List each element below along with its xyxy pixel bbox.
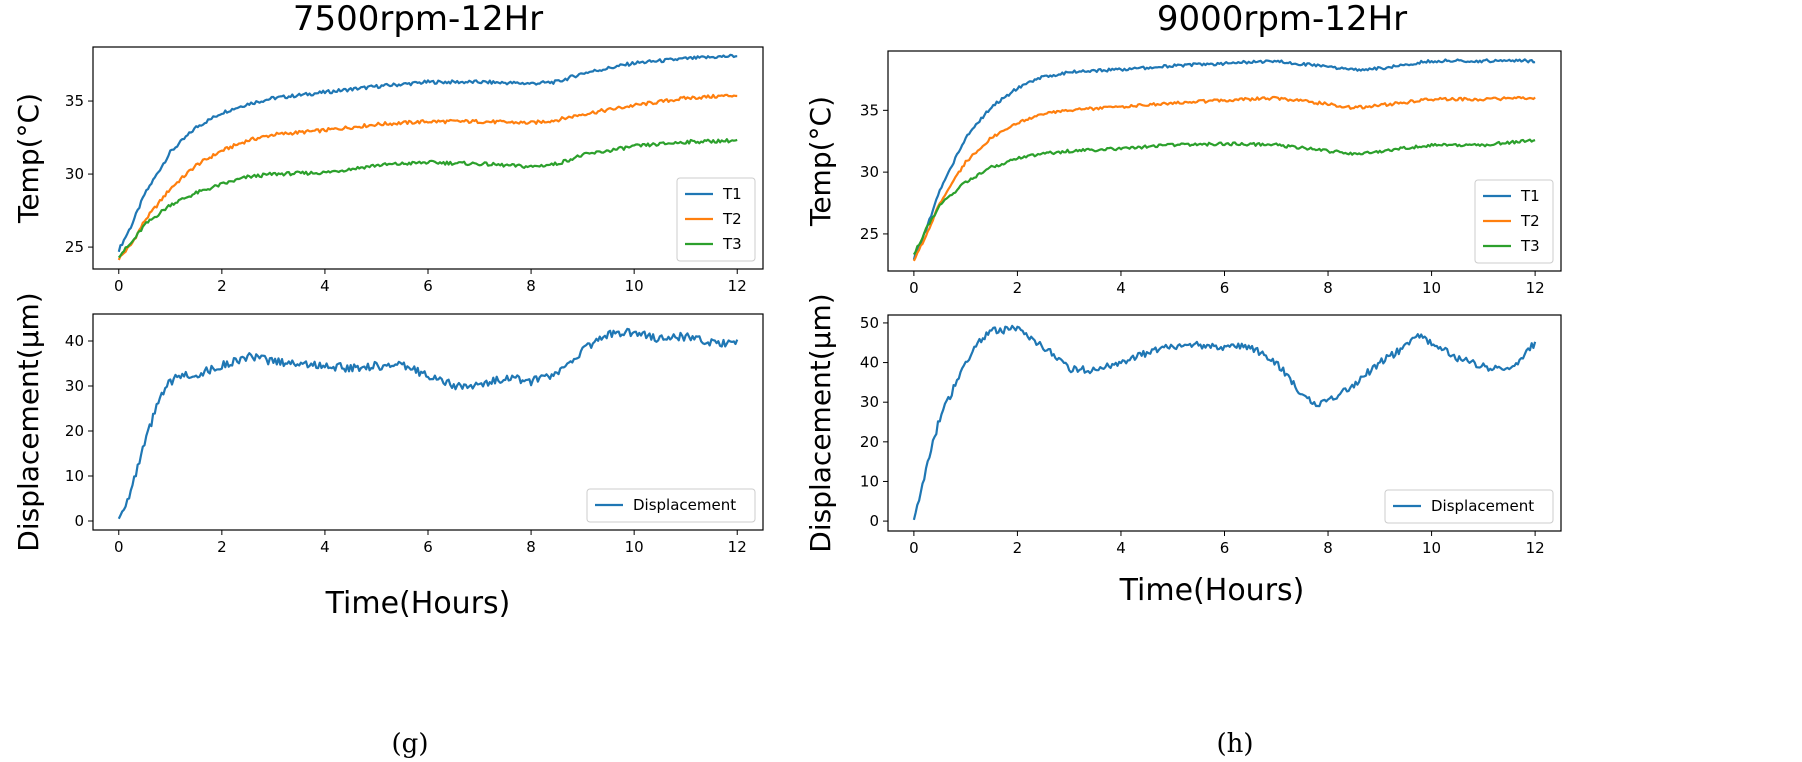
panel-g-displacement-axes: 0 2 4 6 8 10 12 0 10 20 30 40 Displacement(μm) Displa… [12, 292, 764, 556]
x-tick-label: 8 [526, 277, 536, 295]
panel-g-xlabel: Time(Hours) [325, 586, 511, 621]
x-tick-label: 4 [320, 277, 330, 295]
x-tick-label: 10 [625, 538, 644, 556]
series-t1-line [117, 53, 738, 253]
series-displacement-line [117, 327, 739, 520]
series-t2-line [117, 93, 738, 261]
y-tick-label: 35 [860, 101, 879, 119]
x-tick-label: 12 [1526, 539, 1545, 557]
x-tick-label: 10 [625, 277, 644, 295]
y-axis-label: Displacement(μm) [12, 292, 45, 551]
x-tick-label: 4 [320, 538, 330, 556]
x-tick-label: 4 [1116, 539, 1126, 557]
x-tick-label: 12 [728, 538, 747, 556]
y-tick-label: 50 [860, 314, 879, 332]
legend [586, 488, 756, 523]
legend-label: T2 [1520, 212, 1540, 230]
panel-g-caption: (g) [392, 729, 429, 759]
y-axis-label: Temp(°C) [12, 93, 45, 224]
x-tick-label: 0 [114, 277, 124, 295]
legend-label: T3 [1520, 237, 1540, 255]
y-tick-label: 35 [65, 92, 84, 110]
panel-h-caption: (h) [1216, 729, 1253, 759]
y-tick-label: 0 [869, 512, 879, 530]
x-tick-label: 0 [909, 279, 919, 297]
axes-frame [887, 50, 1562, 272]
legend-label: Displacement [633, 496, 736, 514]
series-t3-line [117, 138, 738, 259]
y-tick-label: 10 [65, 467, 84, 485]
legend-label: T1 [722, 185, 742, 203]
y-tick-label: 40 [860, 354, 879, 372]
legend-label: T2 [722, 210, 742, 228]
legend [676, 177, 756, 262]
series-t3-line [912, 138, 1536, 256]
y-axis-label: Temp(°C) [804, 96, 837, 227]
y-tick-label: 40 [65, 332, 84, 350]
x-tick-label: 6 [423, 538, 433, 556]
series-t2-line [912, 95, 1536, 262]
y-tick-label: 25 [860, 225, 879, 243]
x-tick-label: 10 [1422, 539, 1441, 557]
panel-g-title: 7500rpm-12Hr [293, 0, 543, 39]
y-axis-label: Displacement(μm) [804, 293, 837, 552]
x-tick-label: 10 [1422, 279, 1441, 297]
x-tick-label: 2 [1013, 539, 1023, 557]
x-tick-label: 4 [1116, 279, 1126, 297]
x-tick-label: 12 [1526, 279, 1545, 297]
y-tick-label: 25 [65, 238, 84, 256]
y-tick-label: 0 [74, 512, 84, 530]
series-displacement-line [912, 324, 1537, 521]
panel-g-temp-axes: 0 2 4 6 8 10 12 25 30 35 Temp(°C) T1 T2 T3 [12, 46, 764, 295]
x-tick-label: 2 [1013, 279, 1023, 297]
y-tick-label: 30 [65, 377, 84, 395]
x-tick-label: 8 [1323, 279, 1333, 297]
panel-h-displacement-axes: 0 2 4 6 8 10 12 0 10 20 30 40 50 Displacement(μm) Disp… [804, 293, 1562, 557]
panel-h-temp-axes: 0 2 4 6 8 10 12 25 30 35 Temp(°C) T1 T2 T3 [804, 50, 1562, 297]
x-tick-label: 2 [217, 277, 227, 295]
legend-label: T3 [722, 235, 742, 253]
legend-label: T1 [1520, 187, 1540, 205]
x-tick-label: 6 [423, 277, 433, 295]
legend-label: Displacement [1431, 497, 1534, 515]
x-tick-label: 2 [217, 538, 227, 556]
y-tick-label: 10 [860, 472, 879, 490]
x-tick-label: 8 [526, 538, 536, 556]
panel-h-xlabel: Time(Hours) [1119, 573, 1305, 608]
x-tick-label: 0 [114, 538, 124, 556]
y-tick-label: 30 [65, 165, 84, 183]
x-tick-label: 12 [728, 277, 747, 295]
x-tick-label: 6 [1220, 279, 1230, 297]
y-tick-label: 30 [860, 393, 879, 411]
x-tick-label: 6 [1220, 539, 1230, 557]
panel-h-title: 9000rpm-12Hr [1157, 0, 1407, 39]
series-t1-line [912, 58, 1536, 260]
x-tick-label: 8 [1323, 539, 1333, 557]
legend [1474, 179, 1554, 264]
y-tick-label: 20 [65, 422, 84, 440]
legend [1384, 489, 1554, 524]
y-tick-label: 20 [860, 433, 879, 451]
y-tick-label: 30 [860, 163, 879, 181]
x-tick-label: 0 [909, 539, 919, 557]
